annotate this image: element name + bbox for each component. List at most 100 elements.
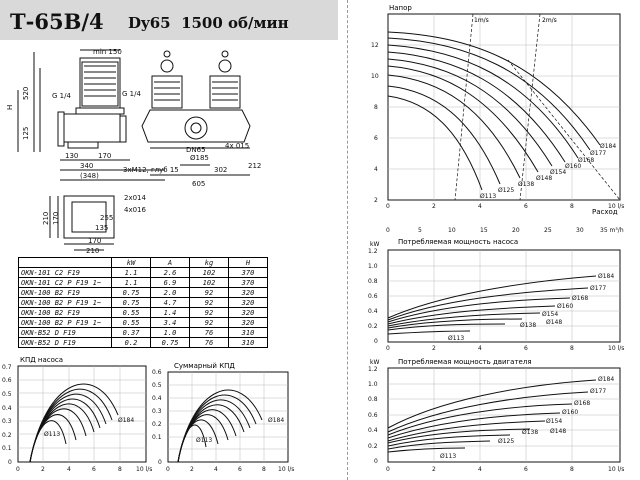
- pump-power-x-ticks: 0 2 4 6 8 10 l/s: [386, 345, 624, 352]
- tick: 8: [570, 466, 574, 473]
- pump-front-view: [141, 50, 251, 176]
- table-cell: OKN-B52 D F19: [18, 327, 112, 338]
- tick: 6: [238, 466, 242, 473]
- pump-power-unit: kW: [370, 241, 379, 248]
- tick: 20: [512, 227, 520, 234]
- base-plate: [49, 195, 115, 251]
- table-cell: 92: [189, 297, 229, 308]
- tick: 8: [262, 466, 266, 473]
- head-chart-title: Напор: [389, 4, 412, 12]
- svg-text:210: 210: [42, 212, 50, 225]
- base-plate-dims: 2x014 4x016 210 170 135 255 170 210: [42, 194, 147, 255]
- tick: 1.0: [368, 381, 378, 388]
- tick: 4: [478, 203, 482, 210]
- curve-label: Ø138: [520, 322, 536, 329]
- table-cell: OKN-100 B2 P F19 1~: [18, 297, 112, 308]
- table-cell: 1.1: [111, 277, 151, 288]
- curve-label: Ø177: [590, 388, 606, 395]
- motor-power-x-ticks: 0 2 4 6 8 10 l/s: [386, 466, 624, 473]
- tick: 4: [214, 466, 218, 473]
- table-cell: 0.75: [111, 297, 151, 308]
- tick: 0.4: [368, 308, 378, 315]
- tick: 6: [524, 203, 528, 210]
- tick: 35 m³/h: [600, 227, 624, 234]
- pump-eff-chart: КПД насоса: [17, 356, 147, 463]
- svg-text:520: 520: [22, 87, 30, 100]
- svg-text:(348): (348): [80, 172, 99, 180]
- tick: 6: [524, 466, 528, 473]
- tick: 0.6: [368, 412, 378, 419]
- curve-label: Ø168: [572, 295, 588, 302]
- table-cell: 0.55: [111, 317, 151, 328]
- table-cell: OKN-101 C2 F19: [18, 267, 112, 278]
- curve-label: Ø184: [598, 376, 614, 383]
- tick: 4: [374, 166, 378, 173]
- table-cell: 102: [189, 277, 229, 288]
- table-header-row: kW A kg H: [18, 257, 268, 268]
- tick: 10 l/s: [608, 466, 624, 473]
- speed-value: 1500 об/мин: [181, 14, 289, 32]
- tick: 8: [118, 466, 122, 473]
- tick: 0.5: [2, 391, 12, 398]
- curve-label: Ø125: [498, 438, 514, 445]
- total-eff-title: Суммарный КПД: [174, 362, 235, 370]
- tick: 10 l/s: [608, 203, 624, 210]
- table-cell: 76: [189, 327, 229, 338]
- svg-text:min 150: min 150: [93, 48, 122, 56]
- table-cell: 370: [228, 267, 268, 278]
- total-eff-label-113: Ø113: [196, 437, 212, 444]
- table-cell: 1.4: [150, 307, 190, 318]
- table-row: OKN-100 B2 F19 0.55 1.4 92 320: [18, 307, 268, 318]
- tick: 2: [432, 345, 436, 352]
- curve-label: Ø168: [578, 157, 594, 164]
- tick: 0: [374, 458, 378, 465]
- table-header-cell: H: [228, 257, 268, 268]
- dn-value: Dy65: [128, 14, 171, 32]
- tick: 0: [386, 345, 390, 352]
- table-cell: 102: [189, 267, 229, 278]
- svg-text:G 1/4: G 1/4: [122, 90, 141, 98]
- tick: 6: [92, 466, 96, 473]
- tick: 6: [524, 345, 528, 352]
- total-eff-x-ticks: 0 2 4 6 8 10 l/s: [166, 466, 294, 473]
- svg-text:255: 255: [100, 214, 113, 222]
- curve-label: Ø148: [546, 319, 562, 326]
- svg-text:4x016: 4x016: [124, 206, 147, 214]
- motor-power-title: Потребляемая мощность двигателя: [398, 358, 532, 366]
- table-row: OKN-101 C2 F19 1.1 2.6 102 370: [18, 267, 268, 278]
- pump-eff-y-ticks: 0.7 0.6 0.5 0.4 0.3 0.2 0.1 0: [2, 364, 12, 466]
- table-cell: 310: [228, 337, 268, 348]
- total-eff-label-184: Ø184: [268, 417, 284, 424]
- head-x-ticks-m3h: 0 5 10 15 20 25 30 35 m³/h: [386, 227, 624, 234]
- tick: 0.6: [368, 293, 378, 300]
- tick: 0: [386, 466, 390, 473]
- tick: 0: [16, 466, 20, 473]
- tick: 8: [374, 104, 378, 111]
- tick: 0: [386, 227, 390, 234]
- head-y-ticks: 12 10 8 6 4 2: [371, 42, 379, 204]
- svg-text:3xM12, глуб 15: 3xM12, глуб 15: [123, 166, 179, 174]
- table-cell: 0.37: [111, 327, 151, 338]
- svg-text:135: 135: [95, 224, 108, 232]
- tick: 0.3: [2, 418, 12, 425]
- svg-text:H: H: [6, 105, 14, 110]
- table-cell: 320: [228, 297, 268, 308]
- table-cell: 0.75: [111, 287, 151, 298]
- svg-text:340: 340: [80, 162, 93, 170]
- curve-label: Ø125: [498, 187, 514, 194]
- svg-text:2x014: 2x014: [124, 194, 147, 202]
- svg-text:605: 605: [192, 180, 205, 188]
- head-curve-labels: Ø184 Ø177 Ø168 Ø160 Ø154 Ø148 Ø138 Ø125 …: [480, 143, 616, 200]
- table-cell: 92: [189, 287, 229, 298]
- curve-label: Ø177: [590, 150, 606, 157]
- tick: 0.4: [2, 405, 12, 412]
- side-view-dims: min 150 520 H 125 G 1/4 G 1/4 130 170 34…: [6, 48, 179, 180]
- curve-label: Ø184: [598, 273, 614, 280]
- curve-label: Ø154: [550, 169, 566, 176]
- tick: 0.7: [2, 364, 12, 371]
- tick: 0.4: [368, 427, 378, 434]
- tick: 0.4: [152, 395, 162, 402]
- svg-text:212: 212: [248, 162, 261, 170]
- tick: 10 l/s: [136, 466, 152, 473]
